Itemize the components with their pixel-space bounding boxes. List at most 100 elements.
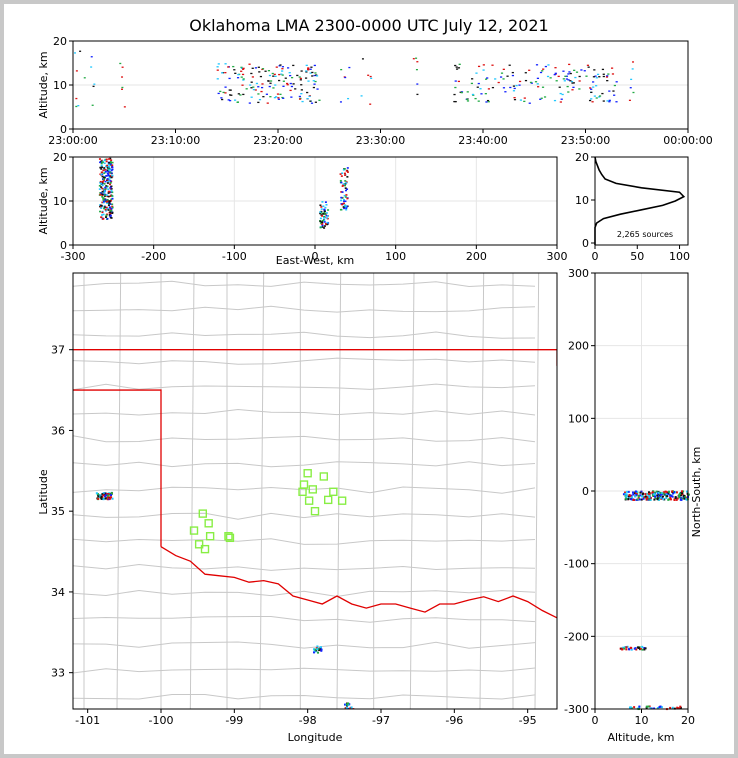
- source-point: [562, 78, 565, 80]
- station-marker: [303, 469, 312, 478]
- source-point: [257, 101, 260, 104]
- source-point: [323, 208, 326, 211]
- source-point: [595, 85, 598, 87]
- source-point: [323, 215, 326, 218]
- source-point: [268, 74, 272, 77]
- source-point: [345, 206, 348, 209]
- source-point: [110, 169, 113, 172]
- source-point: [104, 199, 107, 201]
- source-point: [98, 158, 101, 160]
- source-point: [103, 168, 106, 171]
- source-point: [654, 495, 657, 498]
- source-point: [502, 68, 505, 70]
- source-point: [242, 93, 245, 96]
- source-point: [625, 495, 628, 498]
- source-point: [106, 178, 109, 181]
- source-point: [105, 213, 108, 216]
- source-point: [476, 86, 479, 88]
- source-point: [346, 188, 349, 190]
- source-point: [320, 648, 323, 651]
- source-point: [482, 69, 485, 71]
- source-point: [477, 82, 480, 85]
- source-point: [309, 72, 312, 74]
- source-point: [102, 494, 105, 497]
- source-point: [300, 93, 303, 95]
- source-point: [602, 75, 605, 78]
- source-point: [315, 74, 318, 76]
- latitude-tick-label: 35: [51, 505, 65, 518]
- source-point: [491, 64, 494, 66]
- longitude-tick-label: -101: [75, 714, 100, 727]
- source-point: [106, 185, 109, 188]
- source-point: [508, 64, 511, 66]
- source-point: [278, 65, 281, 67]
- source-point: [107, 195, 110, 198]
- source-point: [317, 647, 320, 650]
- source-point: [589, 87, 592, 89]
- source-point: [326, 215, 329, 217]
- source-point: [102, 199, 105, 201]
- source-point: [645, 498, 648, 501]
- source-point: [324, 222, 327, 225]
- source-point: [624, 497, 627, 500]
- source-point: [79, 50, 82, 52]
- source-point: [592, 81, 595, 83]
- source-point: [262, 96, 265, 98]
- source-point: [342, 202, 345, 205]
- source-point: [573, 69, 576, 71]
- source-point: [104, 169, 107, 171]
- time-axis-tick-label: 23:50:00: [561, 134, 610, 147]
- source-point: [680, 492, 683, 495]
- source-point: [518, 80, 522, 83]
- source-point: [553, 74, 556, 76]
- source-point: [261, 83, 264, 85]
- source-point: [615, 81, 618, 83]
- source-point: [537, 86, 540, 88]
- source-point: [110, 209, 113, 212]
- source-point: [486, 77, 489, 79]
- source-point: [591, 101, 594, 103]
- source-point: [659, 496, 662, 499]
- source-point: [671, 495, 674, 498]
- source-point: [491, 86, 495, 89]
- source-point: [519, 99, 523, 101]
- source-point: [221, 98, 224, 101]
- source-point: [296, 74, 299, 77]
- source-point: [277, 98, 280, 100]
- state-border: [73, 349, 557, 619]
- source-point: [273, 96, 277, 99]
- source-point: [632, 61, 635, 63]
- source-point: [111, 205, 114, 208]
- source-point: [105, 214, 108, 217]
- source-point: [109, 174, 112, 177]
- source-point: [220, 97, 223, 99]
- source-point: [627, 490, 630, 493]
- source-point: [629, 706, 632, 709]
- source-point: [343, 200, 346, 203]
- source-point: [611, 73, 615, 75]
- source-point: [240, 70, 243, 72]
- source-point: [641, 645, 644, 648]
- source-point: [624, 491, 627, 494]
- source-point: [454, 100, 457, 103]
- source-point: [110, 188, 113, 190]
- source-point: [344, 205, 347, 207]
- source-point: [308, 95, 311, 98]
- source-point: [643, 646, 646, 649]
- time-axis-tick-label: 23:30:00: [356, 134, 405, 147]
- source-point: [110, 492, 113, 495]
- source-point: [543, 96, 547, 98]
- source-point: [615, 101, 618, 103]
- source-point: [305, 70, 308, 72]
- source-point: [627, 498, 630, 501]
- source-point: [109, 211, 112, 214]
- source-point: [109, 161, 112, 163]
- source-point: [101, 187, 104, 190]
- source-point: [323, 217, 326, 219]
- source-point: [108, 190, 111, 193]
- source-point: [679, 705, 682, 708]
- source-point: [571, 89, 574, 91]
- source-point: [93, 83, 96, 85]
- source-point: [104, 180, 107, 183]
- source-point: [254, 89, 257, 91]
